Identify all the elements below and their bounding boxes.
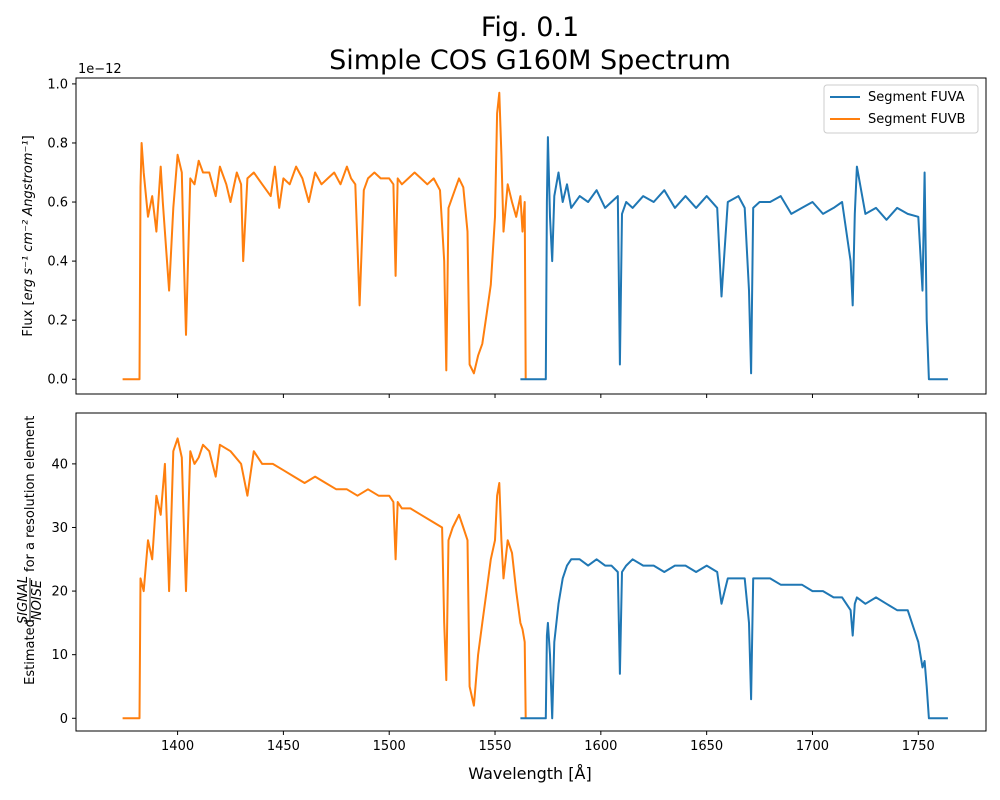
snr-y-tick-label: 40 <box>51 457 68 472</box>
snr-x-tick-label: 1700 <box>796 739 829 754</box>
flux-series-lines <box>122 91 948 381</box>
snr-y-axis-label: Estimated SIGNAL NOISE for a resolution … <box>16 416 45 685</box>
snr-y-label-denominator: NOISE <box>30 579 45 620</box>
snr-x-tick-label: 1600 <box>584 739 617 754</box>
legend-label-fuvb: Segment FUVB <box>868 112 965 127</box>
flux-series-fuva <box>520 136 948 381</box>
snr-y-label-suffix: for a resolution element <box>23 416 38 572</box>
snr-plot-frame <box>75 412 987 732</box>
snr-y-tick-label: 20 <box>51 585 68 600</box>
snr-axes: Estimated SIGNAL NOISE for a resolution … <box>16 412 987 783</box>
snr-series-fuva <box>520 558 948 720</box>
legend: Segment FUVA Segment FUVB <box>823 84 979 134</box>
flux-plot-frame <box>75 77 987 395</box>
snr-x-tick-label: 1450 <box>267 739 300 754</box>
figure-title-line2: Simple COS G160M Spectrum <box>329 45 731 76</box>
snr-y-tick-label: 10 <box>51 648 68 663</box>
flux-axis-ticks: 0.0 0.2 0.4 0.6 0.8 1.0 <box>47 77 919 398</box>
x-axis-label: Wavelength [Å] <box>468 764 591 783</box>
snr-x-tick-label: 1400 <box>161 739 194 754</box>
snr-x-tick-label: 1650 <box>690 739 723 754</box>
flux-y-tick-label: 0.8 <box>47 136 68 151</box>
flux-offset-text: 1e−12 <box>78 62 122 77</box>
snr-series-lines <box>122 437 948 720</box>
flux-y-axis-label: Flux [erg s⁻¹ cm⁻² Angstrom⁻¹] <box>21 135 36 336</box>
flux-y-tick-label: 0.6 <box>47 196 68 211</box>
legend-label-fuva: Segment FUVA <box>868 90 965 105</box>
flux-y-tick-label: 0.2 <box>47 314 68 329</box>
snr-axis-ticks: 1400 1450 1500 1550 1600 1650 1700 1750 0 10 20 30 4… <box>51 457 934 754</box>
flux-y-tick-label: 0.0 <box>47 373 68 388</box>
snr-series-fuvb <box>122 437 527 720</box>
flux-y-tick-label: 0.4 <box>47 255 68 270</box>
snr-x-tick-label: 1550 <box>478 739 511 754</box>
flux-series-fuvb <box>122 91 527 381</box>
snr-y-tick-label: 30 <box>51 521 68 536</box>
figure-title-line1: Fig. 0.1 <box>481 12 579 43</box>
flux-y-tick-label: 1.0 <box>47 77 68 92</box>
legend-box <box>823 84 979 134</box>
flux-axes: 1e−12 Flux [erg s⁻¹ cm⁻² Angstrom⁻¹] 0.0… <box>21 62 987 398</box>
snr-x-tick-label: 1750 <box>902 739 935 754</box>
snr-y-tick-label: 0 <box>60 712 68 727</box>
snr-y-label-prefix: Estimated <box>23 619 38 685</box>
snr-x-tick-label: 1500 <box>373 739 406 754</box>
snr-y-label-numerator: SIGNAL <box>16 576 31 624</box>
